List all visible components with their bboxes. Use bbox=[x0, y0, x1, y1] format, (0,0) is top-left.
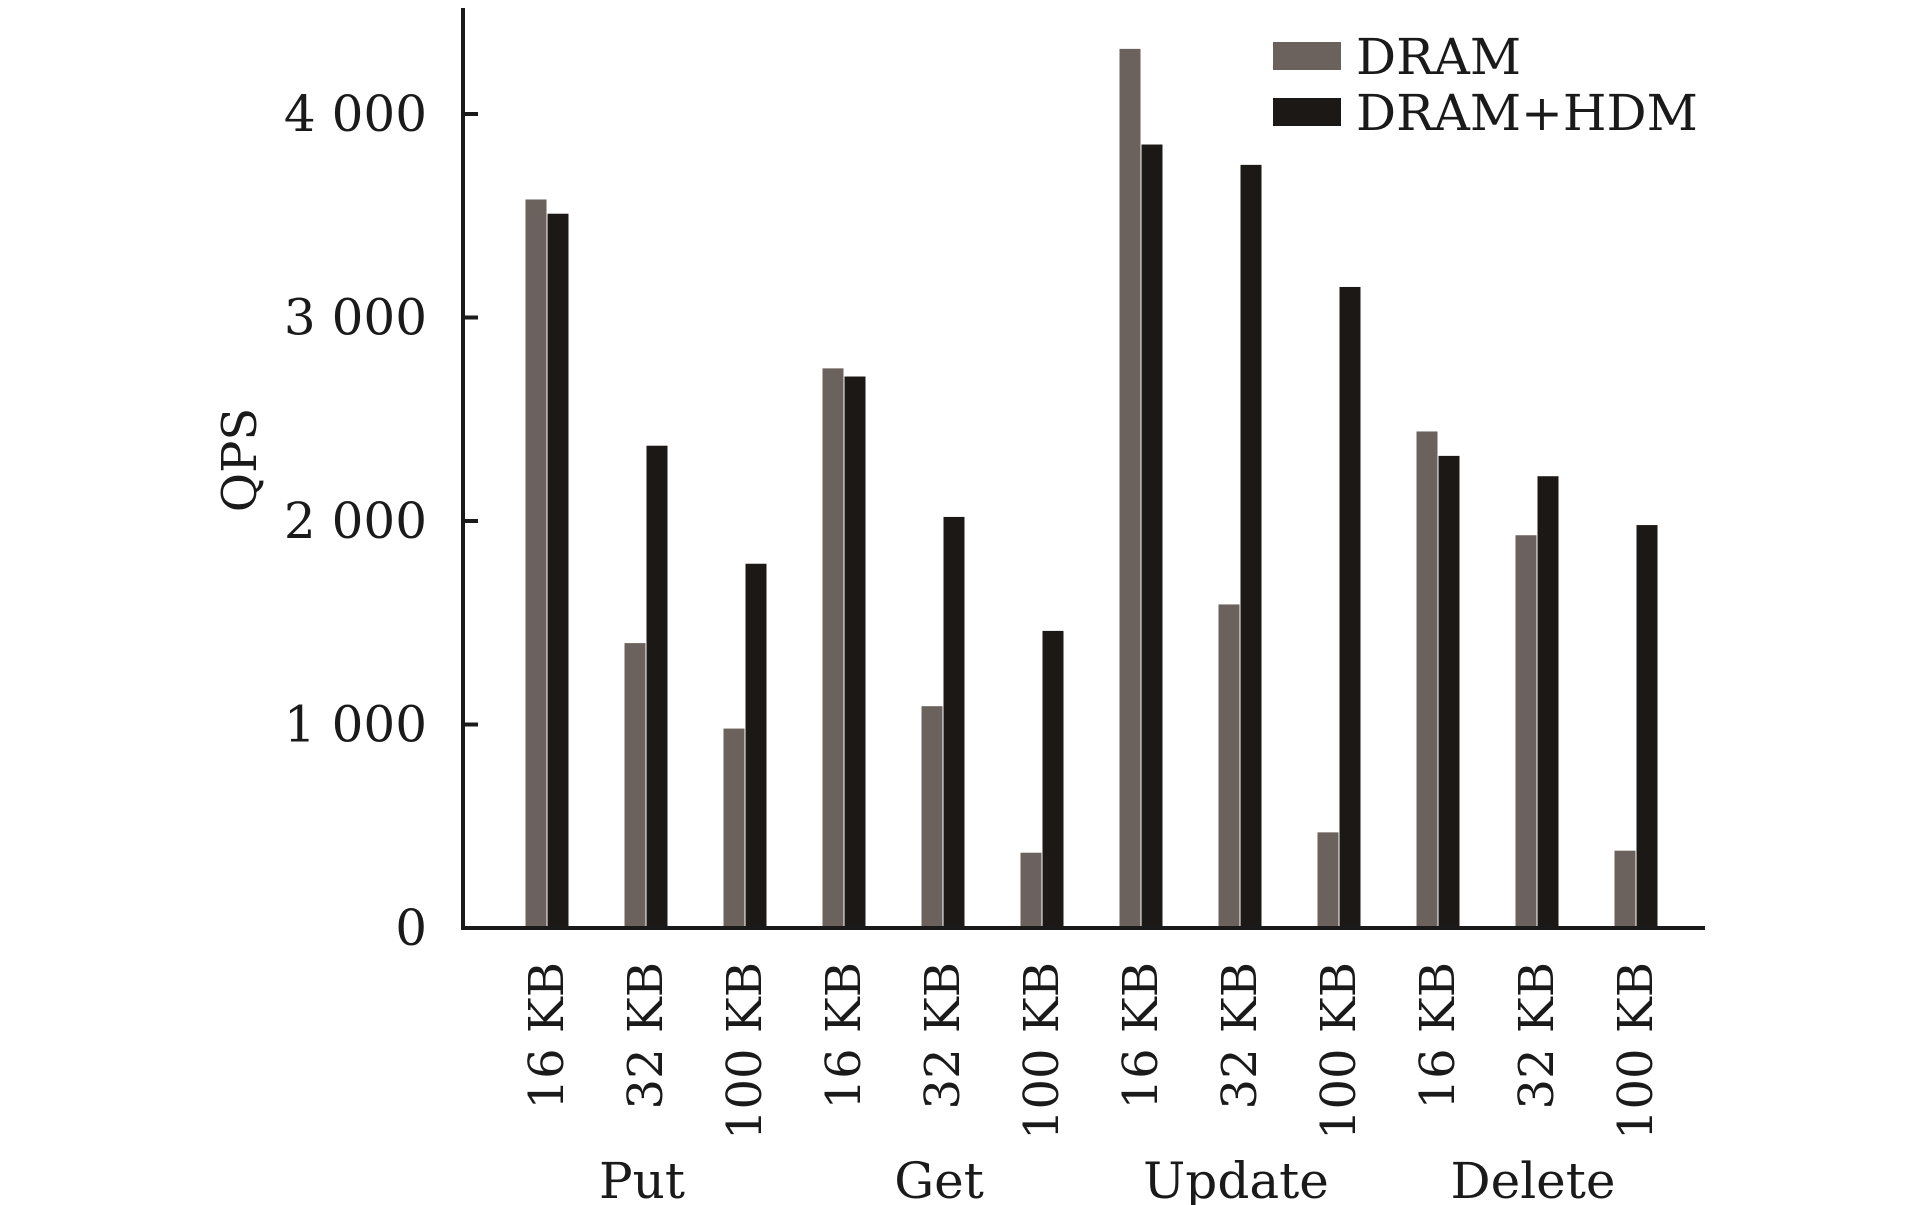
x-category-label: 32 KB bbox=[618, 962, 674, 1109]
bar-dram-hdm-8 bbox=[1339, 286, 1361, 929]
bar-dram-2 bbox=[723, 728, 745, 928]
legend-swatch-dram-hdm bbox=[1273, 98, 1341, 126]
y-tick-label: 3 000 bbox=[284, 289, 427, 347]
bar-dram-hdm-1 bbox=[646, 445, 668, 928]
bar-dram-3 bbox=[822, 368, 844, 928]
x-category-label: 100 KB bbox=[1608, 962, 1664, 1140]
x-category-label: 32 KB bbox=[1212, 962, 1268, 1109]
bar-dram-hdm-7 bbox=[1240, 164, 1262, 928]
legend-label-dram: DRAM bbox=[1356, 28, 1521, 86]
y-tick-label: 4 000 bbox=[284, 85, 427, 143]
x-category-label: 32 KB bbox=[1509, 962, 1565, 1109]
bar-dram-10 bbox=[1515, 535, 1537, 928]
legend-swatch-dram bbox=[1273, 42, 1341, 70]
x-category-label: 16 KB bbox=[1113, 962, 1169, 1109]
bar-dram-hdm-2 bbox=[745, 563, 767, 928]
x-category-labels: 16 KB 32 KB 100 KB 16 KB 32 KB 100 KB 16 KB 32 … bbox=[519, 962, 1664, 1140]
x-category-label: 100 KB bbox=[1014, 962, 1070, 1140]
bar-dram-hdm-4 bbox=[943, 516, 965, 928]
group-labels: Put Get Update Delete bbox=[599, 1152, 1615, 1205]
bar-dram-hdm-11 bbox=[1636, 525, 1658, 928]
bar-dram-hdm-9 bbox=[1438, 455, 1460, 928]
y-tick-label: 2 000 bbox=[284, 492, 427, 550]
group-label-update: Update bbox=[1143, 1152, 1329, 1205]
x-category-label: 16 KB bbox=[519, 962, 575, 1109]
y-tick-label: 0 bbox=[395, 899, 427, 957]
bar-dram-hdm-6 bbox=[1141, 144, 1163, 928]
bar-dram-4 bbox=[921, 706, 943, 928]
group-label-delete: Delete bbox=[1451, 1152, 1616, 1205]
bar-dram-7 bbox=[1218, 604, 1240, 928]
bars-layer bbox=[525, 48, 1658, 929]
bar-dram-6 bbox=[1119, 48, 1141, 928]
x-category-label: 16 KB bbox=[816, 962, 872, 1109]
x-category-label: 32 KB bbox=[915, 962, 971, 1109]
y-ticks: 0 1 000 2 000 3 000 4 000 bbox=[284, 85, 478, 957]
bar-dram-hdm-0 bbox=[547, 213, 569, 929]
y-tick-label: 1 000 bbox=[284, 696, 427, 754]
x-category-label: 100 KB bbox=[1311, 962, 1367, 1140]
bar-dram-9 bbox=[1416, 431, 1438, 928]
x-category-label: 100 KB bbox=[717, 962, 773, 1140]
bar-dram-5 bbox=[1020, 852, 1042, 928]
bar-dram-hdm-5 bbox=[1042, 630, 1064, 928]
bar-dram-hdm-10 bbox=[1537, 476, 1559, 928]
bar-dram-0 bbox=[525, 199, 547, 929]
bar-dram-hdm-3 bbox=[844, 376, 866, 928]
y-axis-title: QPS bbox=[212, 408, 268, 513]
group-label-get: Get bbox=[894, 1152, 984, 1205]
group-label-put: Put bbox=[599, 1152, 685, 1205]
legend-label-dram-hdm: DRAM+HDM bbox=[1356, 84, 1698, 142]
axes-layer bbox=[461, 8, 1705, 930]
bar-dram-1 bbox=[624, 643, 646, 928]
bar-dram-11 bbox=[1614, 850, 1636, 928]
bar-dram-8 bbox=[1317, 832, 1339, 928]
x-category-label: 16 KB bbox=[1410, 962, 1466, 1109]
